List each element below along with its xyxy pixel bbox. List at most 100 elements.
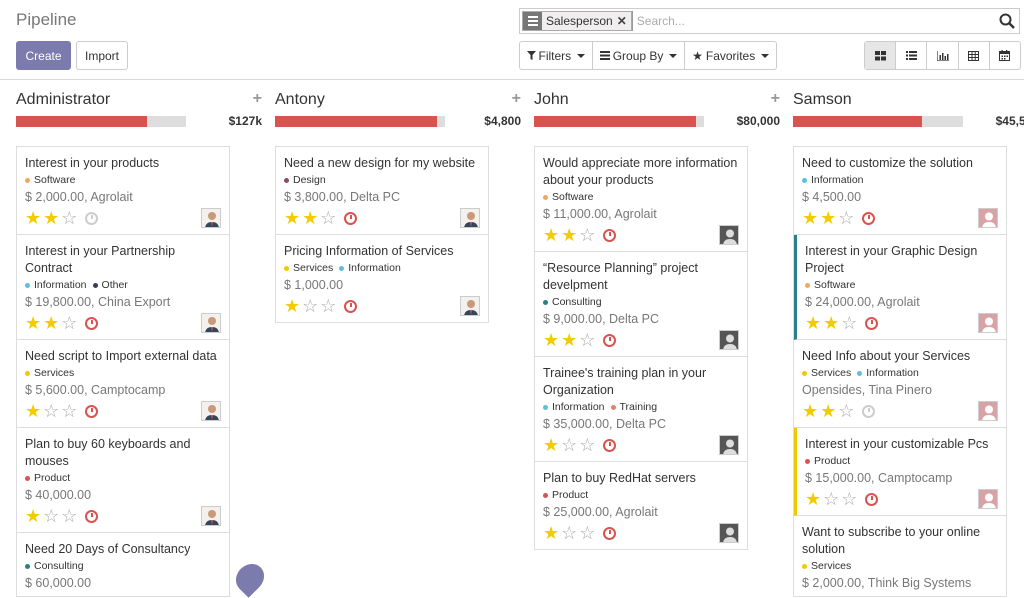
activity-clock-icon[interactable]: [865, 316, 879, 330]
priority-star-icon[interactable]: ☆: [61, 208, 78, 228]
kanban-card[interactable]: Plan to buy 60 keyboards and mouses Prod…: [17, 428, 229, 533]
graph-view-button[interactable]: [927, 42, 959, 69]
priority-star-icon[interactable]: ☆: [61, 506, 78, 526]
priority-star-icon[interactable]: ★: [25, 313, 42, 333]
priority-star-icon[interactable]: ★: [820, 401, 837, 421]
activity-clock-icon[interactable]: [85, 509, 99, 523]
priority-star-icon[interactable]: ★: [25, 506, 42, 526]
priority-star-icon[interactable]: ★: [543, 330, 560, 350]
activity-clock-icon[interactable]: [85, 316, 99, 330]
create-button[interactable]: Create: [16, 41, 71, 70]
search-input[interactable]: [631, 11, 972, 31]
priority-star-icon[interactable]: ☆: [579, 435, 596, 455]
priority-star-icon[interactable]: ☆: [320, 208, 337, 228]
search-icon[interactable]: [999, 13, 1015, 29]
kanban-card[interactable]: Plan to buy RedHat servers Product $ 25,…: [535, 462, 747, 549]
priority-star-icon[interactable]: ☆: [823, 489, 840, 509]
kanban-card[interactable]: Need 20 Days of Consultancy Consulting $…: [17, 533, 229, 596]
chat-bubble-icon[interactable]: [230, 558, 270, 598]
priority-star-icon[interactable]: ★: [43, 313, 60, 333]
column-progress-bar[interactable]: [534, 116, 704, 127]
kanban-card[interactable]: Want to subscribe to your online solutio…: [794, 516, 1006, 596]
kanban-card[interactable]: Pricing Information of Services Services…: [276, 235, 488, 322]
kanban-card[interactable]: Need to customize the solution Informati…: [794, 147, 1006, 235]
priority-star-icon[interactable]: ☆: [838, 401, 855, 421]
kanban-card[interactable]: Would appreciate more information about …: [535, 147, 747, 252]
activity-clock-icon[interactable]: [603, 228, 617, 242]
kanban-view-button[interactable]: [865, 42, 897, 69]
remove-facet-icon[interactable]: ✕: [616, 14, 627, 28]
activity-clock-icon[interactable]: [603, 526, 617, 540]
priority-star-icon[interactable]: ★: [302, 208, 319, 228]
priority-star-icon[interactable]: ☆: [841, 489, 858, 509]
priority-star-icon[interactable]: ☆: [579, 225, 596, 245]
add-card-icon[interactable]: +: [770, 90, 780, 107]
kanban-card[interactable]: Need script to Import external data Serv…: [17, 340, 229, 428]
add-card-icon[interactable]: +: [252, 90, 262, 107]
kanban-card[interactable]: Interest in your products Software $ 2,0…: [17, 147, 229, 235]
priority-star-icon[interactable]: ★: [543, 435, 560, 455]
activity-clock-icon[interactable]: [603, 333, 617, 347]
list-view-button[interactable]: [896, 42, 928, 69]
priority-star-icon[interactable]: ★: [802, 208, 819, 228]
favorites-dropdown[interactable]: ★ Favorites: [685, 42, 776, 69]
card-footer: ★ ★ ☆: [25, 313, 221, 333]
priority-star-icon[interactable]: ☆: [43, 506, 60, 526]
tag-color-dot: [25, 370, 30, 376]
priority-star-icon[interactable]: ★: [561, 330, 578, 350]
priority-star-icon[interactable]: ☆: [561, 523, 578, 543]
kanban-card[interactable]: Need a new design for my website Design …: [276, 147, 488, 235]
filters-dropdown[interactable]: Filters: [520, 42, 593, 69]
priority-star-icon[interactable]: ☆: [61, 401, 78, 421]
priority-star-icon[interactable]: ☆: [302, 296, 319, 316]
column-progress-bar[interactable]: [793, 116, 963, 127]
priority-star-icon[interactable]: ☆: [838, 208, 855, 228]
activity-clock-icon[interactable]: [862, 404, 876, 418]
priority-star-icon[interactable]: ★: [43, 208, 60, 228]
favorites-label: Favorites: [705, 48, 756, 63]
priority-star-icon[interactable]: ★: [543, 225, 560, 245]
kanban-card[interactable]: Need Info about your Services Services In…: [794, 340, 1006, 428]
priority-star-icon[interactable]: ★: [284, 208, 301, 228]
add-card-icon[interactable]: +: [511, 90, 521, 107]
column-progress-bar[interactable]: [275, 116, 445, 127]
activity-clock-icon[interactable]: [85, 211, 99, 225]
activity-clock-icon[interactable]: [865, 492, 879, 506]
import-button[interactable]: Import: [76, 41, 128, 70]
kanban-card[interactable]: Interest in your customizable Pcs Produc…: [794, 428, 1006, 516]
priority-star-icon[interactable]: ★: [543, 523, 560, 543]
kanban-card[interactable]: “Resource Planning” project develpment C…: [535, 252, 747, 357]
kanban-card[interactable]: Trainee's training plan in your Organiza…: [535, 357, 747, 462]
tag-color-dot: [92, 282, 98, 288]
priority-star-icon[interactable]: ★: [25, 208, 42, 228]
priority-star-icon[interactable]: ☆: [320, 296, 337, 316]
activity-clock-icon[interactable]: [85, 404, 99, 418]
priority-star-icon[interactable]: ★: [561, 225, 578, 245]
activity-clock-icon[interactable]: [603, 438, 617, 452]
tag-label: Software: [552, 191, 594, 203]
activity-clock-icon[interactable]: [862, 211, 876, 225]
groupby-dropdown[interactable]: Group By: [593, 42, 686, 69]
pivot-view-button[interactable]: [959, 42, 990, 69]
priority-star-icon[interactable]: ☆: [579, 330, 596, 350]
avatar: [201, 401, 221, 421]
priority-star-icon[interactable]: ★: [284, 296, 301, 316]
kanban-card[interactable]: Interest in your Partnership Contract In…: [17, 235, 229, 340]
activity-clock-icon[interactable]: [344, 211, 358, 225]
activity-clock-icon[interactable]: [344, 299, 358, 313]
calendar-view-button[interactable]: [990, 42, 1020, 69]
priority-star-icon[interactable]: ★: [25, 401, 42, 421]
card-footer: ★ ★ ☆: [543, 330, 739, 350]
priority-star-icon[interactable]: ☆: [579, 523, 596, 543]
priority-star-icon[interactable]: ☆: [841, 313, 858, 333]
column-progress-bar[interactable]: [16, 116, 186, 127]
kanban-card[interactable]: Interest in your Graphic Design Project …: [794, 235, 1006, 340]
priority-star-icon[interactable]: ☆: [43, 401, 60, 421]
priority-star-icon[interactable]: ★: [805, 489, 822, 509]
priority-star-icon[interactable]: ★: [820, 208, 837, 228]
priority-star-icon[interactable]: ★: [802, 401, 819, 421]
priority-star-icon[interactable]: ☆: [561, 435, 578, 455]
priority-star-icon[interactable]: ★: [823, 313, 840, 333]
priority-star-icon[interactable]: ☆: [61, 313, 78, 333]
priority-star-icon[interactable]: ★: [805, 313, 822, 333]
